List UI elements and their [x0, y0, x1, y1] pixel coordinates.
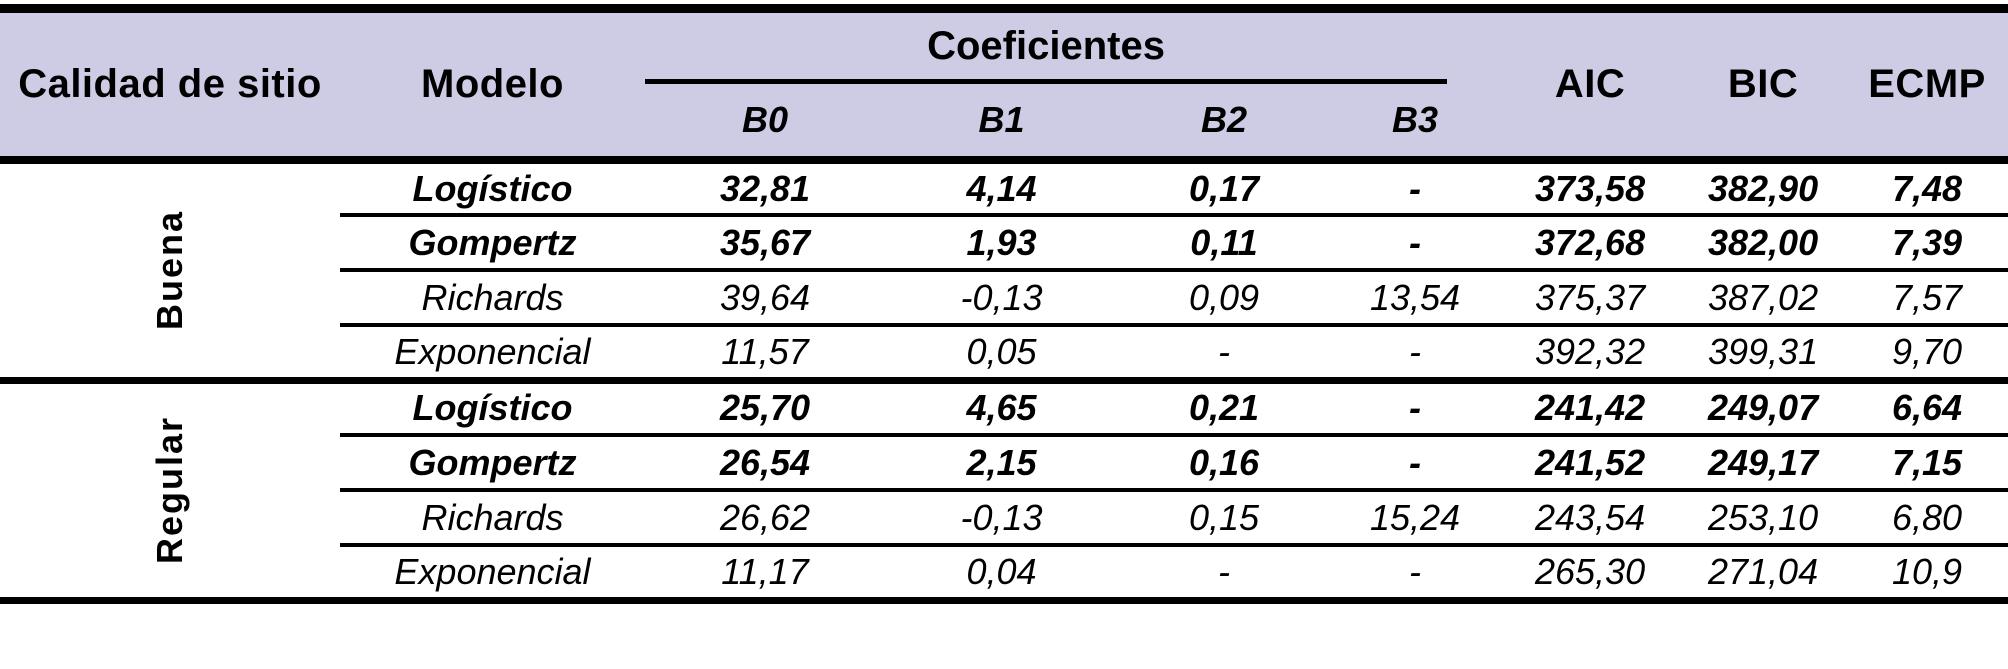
cell-b2: - [1118, 323, 1330, 380]
cell-b3: - [1330, 160, 1501, 215]
cell-model: Richards [340, 488, 645, 545]
cell-b3: - [1330, 323, 1501, 380]
cell-model: Exponencial [340, 323, 645, 380]
table-row: Richards 26,62 -0,13 0,15 15,24 243,54 2… [0, 488, 2008, 545]
header-bic: BIC [1727, 62, 1799, 106]
header-b0: B0 [741, 99, 789, 140]
cell-ecmp: 7,15 [1846, 433, 2008, 490]
cell-ecmp: 10,9 [1846, 543, 2008, 600]
cell-b1: -0,13 [885, 488, 1118, 545]
cell-model: Exponencial [340, 543, 645, 600]
table-row: Richards 39,64 -0,13 0,09 13,54 375,37 3… [0, 268, 2008, 325]
cell-aic: 375,37 [1500, 268, 1681, 325]
cell-bic: 253,10 [1680, 488, 1847, 545]
table-row: Gompertz 26,54 2,15 0,16 - 241,52 249,17… [0, 433, 2008, 490]
cell-b1: 0,05 [885, 323, 1118, 380]
cell-model: Richards [340, 268, 645, 325]
cell-b0: 26,62 [645, 488, 885, 545]
cell-b1: 1,93 [885, 213, 1118, 270]
cell-b3: - [1330, 433, 1501, 490]
model-comparison-table: Calidad de sitio Modelo Coeficientes AIC… [0, 4, 2008, 604]
header-model: Modelo [421, 62, 564, 106]
group-buena: Buena Logístico 32,81 4,14 0,17 - 373,58… [0, 160, 2008, 380]
cell-b0: 11,57 [645, 323, 885, 380]
cell-model: Logístico [340, 380, 645, 435]
cell-aic: 265,30 [1500, 543, 1681, 600]
cell-ecmp: 6,80 [1846, 488, 2008, 545]
header-b3: B3 [1392, 99, 1439, 140]
cell-b2: 0,16 [1118, 433, 1330, 490]
cell-ecmp: 7,48 [1846, 160, 2008, 215]
cell-b3: - [1330, 213, 1501, 270]
table-header: Calidad de sitio Modelo Coeficientes AIC… [0, 8, 2008, 160]
cell-b0: 39,64 [645, 268, 885, 325]
group-regular: Regular Logístico 25,70 4,65 0,21 - 241,… [0, 380, 2008, 600]
cell-b0: 25,70 [645, 380, 885, 435]
header-coefficients-group: Coeficientes [645, 9, 1500, 84]
cell-model: Gompertz [340, 433, 645, 490]
cell-aic: 241,42 [1500, 380, 1681, 435]
table-row: Exponencial 11,57 0,05 - - 392,32 399,31… [0, 323, 2008, 380]
cell-aic: 372,68 [1500, 213, 1681, 270]
cell-b3: 15,24 [1330, 488, 1501, 545]
header-b2: B2 [1200, 99, 1248, 140]
cell-b0: 11,17 [645, 543, 885, 600]
cell-bic: 249,17 [1680, 433, 1847, 490]
table-row: Exponencial 11,17 0,04 - - 265,30 271,04… [0, 543, 2008, 600]
site-quality-buena: Buena [0, 160, 340, 380]
cell-b1: 0,04 [885, 543, 1118, 600]
cell-b1: 2,15 [885, 433, 1118, 490]
coefficients-group-label: Coeficientes [645, 13, 1448, 84]
cell-model: Logístico [340, 160, 645, 215]
cell-b0: 26,54 [645, 433, 885, 490]
cell-aic: 392,32 [1500, 323, 1681, 380]
site-quality-label: Regular [148, 415, 190, 565]
cell-bic: 387,02 [1680, 268, 1847, 325]
cell-b3: - [1330, 543, 1501, 600]
cell-aic: 243,54 [1500, 488, 1681, 545]
cell-b1: 4,65 [885, 380, 1118, 435]
cell-ecmp: 7,57 [1846, 268, 2008, 325]
header-aic: AIC [1554, 62, 1626, 106]
header-b1: B1 [978, 99, 1025, 140]
cell-b1: -0,13 [885, 268, 1118, 325]
cell-aic: 373,58 [1500, 160, 1681, 215]
cell-b2: 0,11 [1118, 213, 1330, 270]
cell-bic: 382,00 [1680, 213, 1847, 270]
cell-b3: 13,54 [1330, 268, 1501, 325]
cell-bic: 249,07 [1680, 380, 1847, 435]
cell-bic: 399,31 [1680, 323, 1847, 380]
table-row: Gompertz 35,67 1,93 0,11 - 372,68 382,00… [0, 213, 2008, 270]
header-site-quality: Calidad de sitio [18, 62, 322, 106]
cell-b2: 0,17 [1118, 160, 1330, 215]
cell-ecmp: 6,64 [1846, 380, 2008, 435]
cell-bic: 382,90 [1680, 160, 1847, 215]
cell-b1: 4,14 [885, 160, 1118, 215]
cell-b2: 0,21 [1118, 380, 1330, 435]
cell-b2: - [1118, 543, 1330, 600]
cell-ecmp: 9,70 [1846, 323, 2008, 380]
cell-aic: 241,52 [1500, 433, 1681, 490]
header-ecmp: ECMP [1868, 62, 1986, 106]
cell-b0: 32,81 [645, 160, 885, 215]
cell-bic: 271,04 [1680, 543, 1847, 600]
cell-b3: - [1330, 380, 1501, 435]
table-row: Buena Logístico 32,81 4,14 0,17 - 373,58… [0, 160, 2008, 380]
cell-b0: 35,67 [645, 213, 885, 270]
table-row: Regular Logístico 25,70 4,65 0,21 - 241,… [0, 380, 2008, 600]
cell-b2: 0,09 [1118, 268, 1330, 325]
cell-b2: 0,15 [1118, 488, 1330, 545]
cell-model: Gompertz [340, 213, 645, 270]
site-quality-regular: Regular [0, 380, 340, 600]
site-quality-label: Buena [149, 210, 190, 331]
cell-ecmp: 7,39 [1846, 213, 2008, 270]
